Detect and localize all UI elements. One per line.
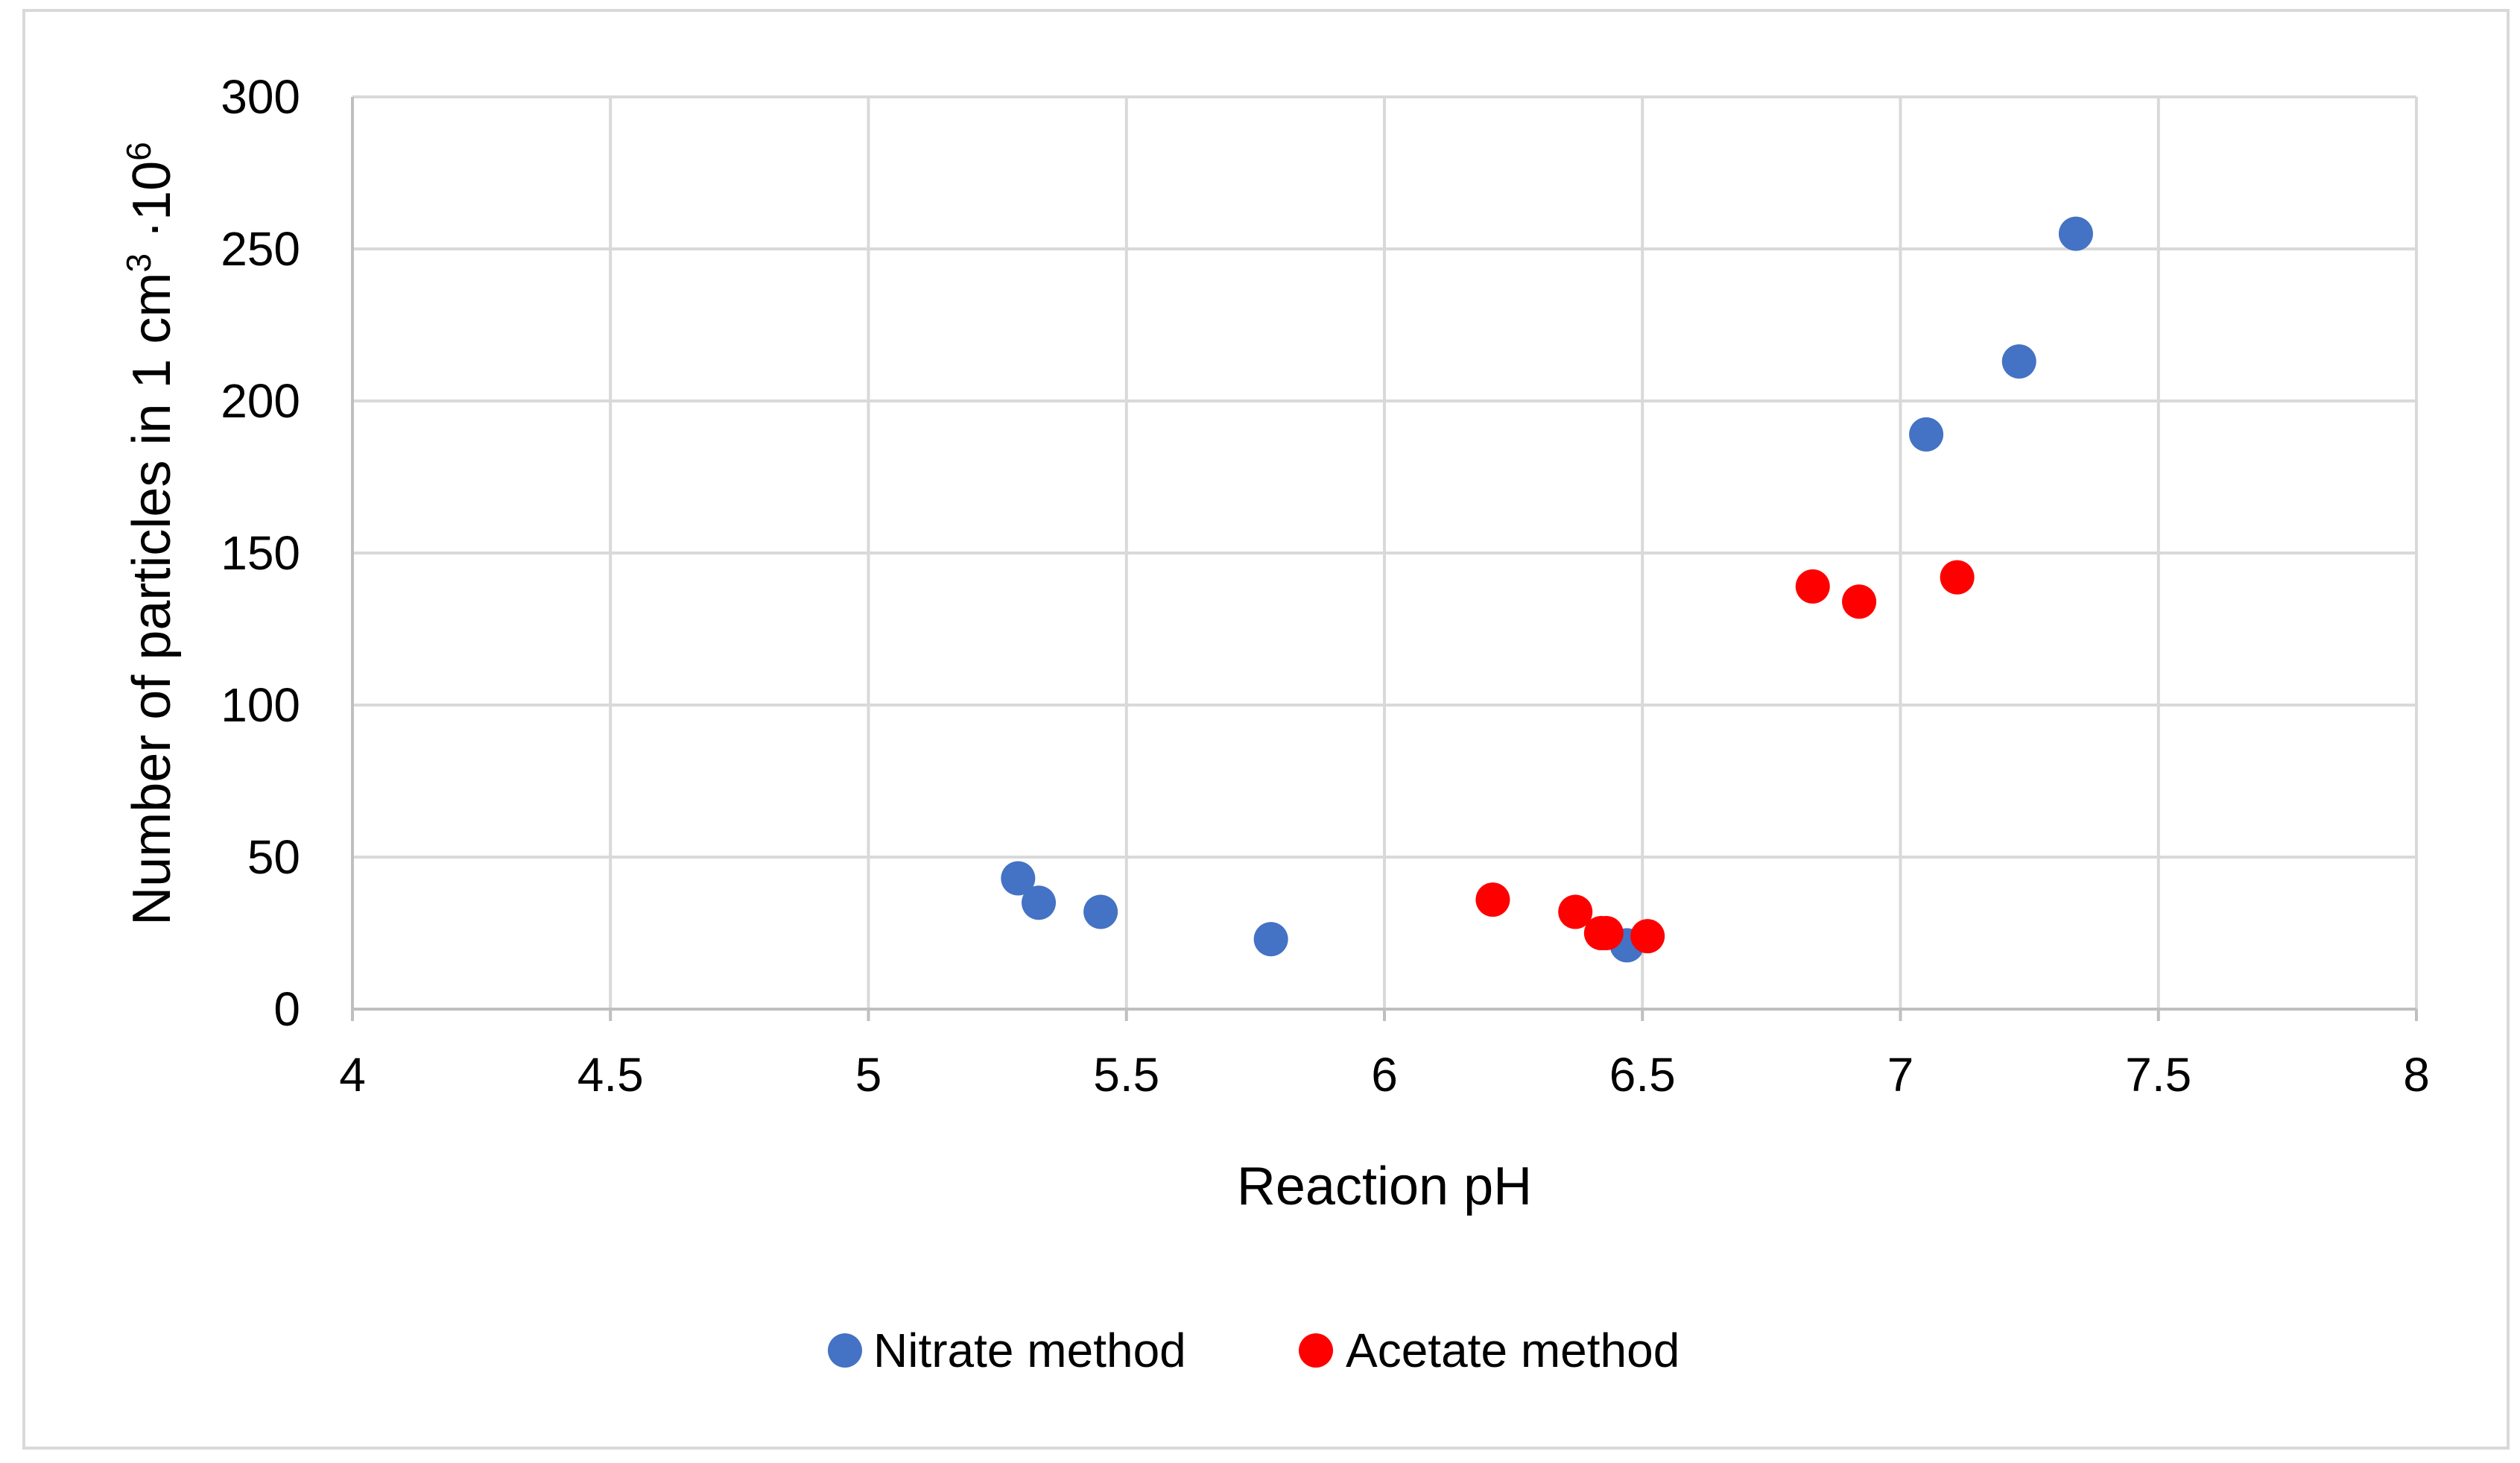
x-tick-label: 5: [855, 1048, 882, 1102]
x-tick-label: 4: [339, 1048, 366, 1102]
x-tick-label: 5.5: [1093, 1048, 1159, 1102]
y-tick-label: 150: [221, 526, 300, 580]
legend-label-nitrate: Nitrate method: [873, 1324, 1186, 1377]
y-axis-title-superscript-3: 3: [119, 253, 158, 273]
data-point: [1558, 894, 1593, 929]
y-tick-label: 100: [221, 678, 300, 732]
y-tick-label: 300: [221, 70, 300, 124]
data-point: [1842, 584, 1877, 619]
x-tick-label: 6: [1371, 1048, 1398, 1102]
y-axis-title-middle: ·10: [122, 161, 182, 253]
y-tick-label: 0: [273, 982, 300, 1036]
x-tick-labels: 4 4.5 5 5.5 6 6.5 7 7.5 8: [339, 1048, 2430, 1102]
legend: Nitrate method Acetate method: [828, 1324, 1680, 1377]
data-point: [1253, 922, 1288, 957]
data-point: [2058, 216, 2093, 251]
x-tick-label: 4.5: [577, 1048, 644, 1102]
y-axis-title: Number of particles in 1 cm3 ·106: [119, 142, 182, 926]
y-tick-labels: 0 50 100 150 200 250 300: [221, 70, 300, 1036]
data-point: [1475, 882, 1510, 917]
data-point: [2001, 344, 2036, 379]
data-point: [1083, 894, 1118, 929]
y-tick-label: 50: [247, 830, 300, 884]
series-acetate-method: [1475, 560, 1975, 954]
x-gridlines: [609, 97, 2418, 1009]
legend-marker-acetate: [1299, 1333, 1333, 1368]
data-point: [1630, 919, 1665, 954]
y-axis-title-superscript-6: 6: [119, 142, 158, 161]
axes: [351, 97, 2418, 1021]
data-point: [1589, 916, 1624, 950]
y-axis-title-main: Number of particles in 1 cm: [122, 272, 182, 925]
data-point: [1909, 417, 1944, 452]
x-axis-title: Reaction pH: [1237, 1157, 1532, 1216]
legend-label-acetate: Acetate method: [1346, 1324, 1680, 1377]
y-tick-label: 250: [221, 222, 300, 276]
x-tick-label: 7: [1887, 1048, 1914, 1102]
data-point: [1001, 861, 1036, 896]
data-points: [1001, 216, 2093, 963]
x-tick-label: 8: [2403, 1048, 2430, 1102]
data-point: [1022, 885, 1057, 920]
y-tick-label: 200: [221, 374, 300, 428]
x-tick-label: 7.5: [2125, 1048, 2191, 1102]
x-tick-label: 6.5: [1609, 1048, 1676, 1102]
data-point: [1795, 569, 1830, 604]
data-point: [1940, 560, 1975, 595]
series-nitrate-method: [1001, 216, 2093, 963]
legend-marker-nitrate: [828, 1333, 862, 1368]
chart-area-border: [22, 9, 2510, 1450]
